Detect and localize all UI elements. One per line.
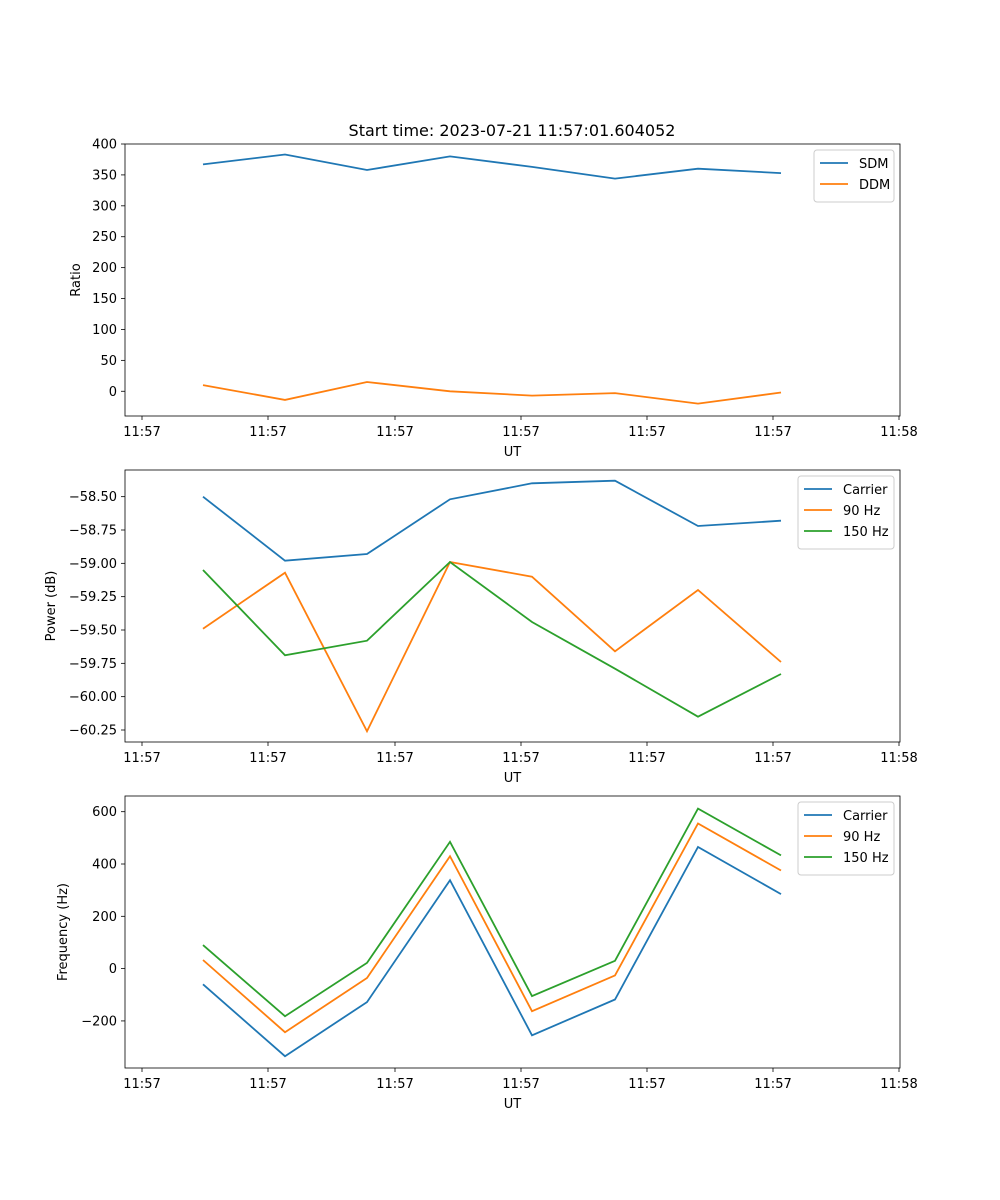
- x-tick-label: 11:57: [123, 751, 160, 766]
- y-axis-label: Ratio: [69, 263, 84, 296]
- y-tick-label: 300: [92, 199, 117, 214]
- legend: SDM DDM: [813, 149, 895, 203]
- y-tick-label: 600: [92, 805, 117, 820]
- y-tick-label: 400: [92, 858, 117, 873]
- x-tick-label: 11:57: [628, 425, 665, 440]
- axes-frame: [124, 795, 901, 1069]
- x-axis-label: UT: [504, 1097, 522, 1112]
- x-tick-label: 11:57: [249, 751, 286, 766]
- y-tick-label: 100: [92, 323, 117, 338]
- series-line-150-hz: [202, 560, 782, 718]
- chart-panel-1: 11:57 11:57 11:57 11:57 11:57 11:57 11:58 400 35…: [69, 138, 918, 461]
- series-line-carrier: [202, 845, 782, 1058]
- x-tick-label: 11:57: [249, 425, 286, 440]
- y-tick-label: −200: [81, 1014, 117, 1029]
- chart-panel-2: 11:57 11:57 11:57 11:57 11:57 11:57 11:58 −58.5…: [44, 469, 918, 786]
- y-tick-label: 0: [109, 962, 117, 977]
- legend-label: 90 Hz: [843, 830, 880, 845]
- series-line-sdm: [202, 153, 782, 180]
- x-tick-label: 11:57: [754, 1077, 791, 1092]
- y-tick-label: 200: [92, 261, 117, 276]
- x-tick-label: 11:58: [880, 425, 917, 440]
- x-tick-label: 11:57: [754, 751, 791, 766]
- x-tick-label: 11:57: [502, 425, 539, 440]
- x-tick-label: 11:58: [880, 751, 917, 766]
- series-line-ddm: [202, 381, 782, 405]
- x-tick-label: 11:57: [502, 1077, 539, 1092]
- x-tick-label: 11:57: [628, 751, 665, 766]
- legend-label: 150 Hz: [843, 851, 889, 866]
- figure-title: Start time: 2023-07-21 11:57:01.604052: [349, 121, 676, 140]
- y-tick-label: −60.00: [69, 690, 117, 705]
- legend-label: 90 Hz: [843, 504, 880, 519]
- y-tick-label: −58.50: [69, 490, 117, 505]
- x-axis-label: UT: [504, 771, 522, 786]
- x-tick-label: 11:57: [249, 1077, 286, 1092]
- y-tick-label: −59.00: [69, 557, 117, 572]
- y-tick-label: 400: [92, 138, 117, 153]
- legend: Carrier 90 Hz 150 Hz: [797, 475, 895, 550]
- x-tick-label: 11:57: [123, 425, 160, 440]
- y-axis-label: Power (dB): [44, 571, 59, 642]
- x-tick-label: 11:57: [376, 751, 413, 766]
- x-tick-label: 11:57: [628, 1077, 665, 1092]
- x-tick-label: 11:57: [376, 425, 413, 440]
- chart-panel-3: 11:57 11:57 11:57 11:57 11:57 11:57 11:58 600 40…: [56, 795, 918, 1112]
- y-tick-label: 250: [92, 230, 117, 245]
- y-tick-label: −58.75: [69, 524, 117, 539]
- y-tick-label: −59.75: [69, 657, 117, 672]
- x-tick-label: 11:57: [754, 425, 791, 440]
- y-tick-label: 200: [92, 910, 117, 925]
- y-tick-label: −59.25: [69, 590, 117, 605]
- axes-frame: [124, 469, 901, 743]
- y-axis-label: Frequency (Hz): [56, 883, 71, 981]
- legend-label: SDM: [859, 157, 888, 172]
- legend-label: 150 Hz: [843, 525, 889, 540]
- x-axis-label: UT: [504, 445, 522, 460]
- y-tick-label: 50: [100, 354, 117, 369]
- series-line-90-hz: [202, 822, 782, 1034]
- legend-label: DDM: [859, 178, 890, 193]
- y-tick-label: 350: [92, 168, 117, 183]
- y-tick-label: 150: [92, 292, 117, 307]
- x-tick-label: 11:57: [123, 1077, 160, 1092]
- y-tick-label: −59.50: [69, 624, 117, 639]
- series-line-90-hz: [202, 560, 782, 734]
- legend-label: Carrier: [843, 483, 888, 498]
- legend: Carrier 90 Hz 150 Hz: [797, 801, 895, 876]
- series-line-150-hz: [202, 807, 782, 1018]
- legend-label: Carrier: [843, 809, 888, 824]
- x-tick-label: 11:58: [880, 1077, 917, 1092]
- y-tick-label: 0: [109, 385, 117, 400]
- series-line-carrier: [202, 479, 782, 562]
- y-tick-label: −60.25: [69, 724, 117, 739]
- x-tick-label: 11:57: [376, 1077, 413, 1092]
- axes-frame: [124, 143, 901, 417]
- x-tick-label: 11:57: [502, 751, 539, 766]
